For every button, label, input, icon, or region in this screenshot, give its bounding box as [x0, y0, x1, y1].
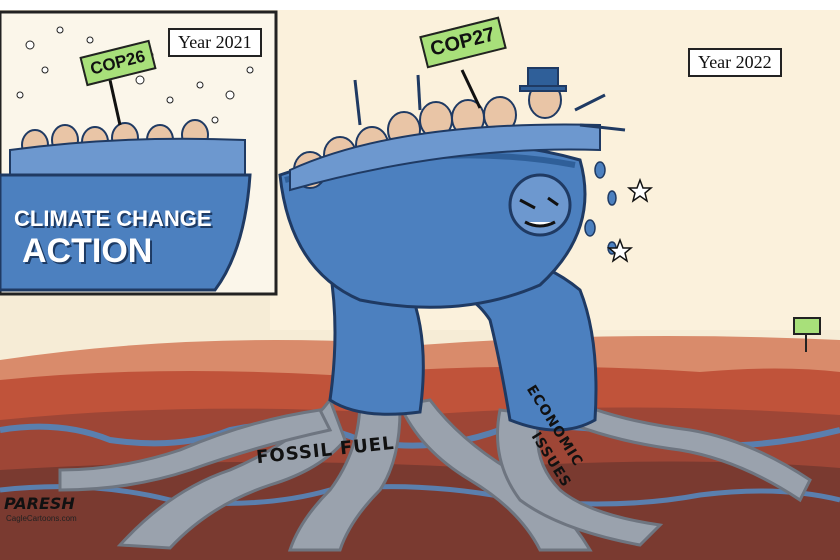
year-2022-label: Year 2022: [688, 48, 782, 77]
site-credit: CagleCartoons.com: [6, 514, 77, 523]
gritted-teeth: [525, 222, 555, 226]
podium-text-line1: CLIMATE CHANGE: [14, 206, 212, 232]
artist-signature: PARESH: [4, 494, 75, 513]
distant-sign: [794, 318, 820, 334]
podium-text-line2: ACTION: [22, 232, 152, 271]
year-2021-label: Year 2021: [168, 28, 262, 57]
